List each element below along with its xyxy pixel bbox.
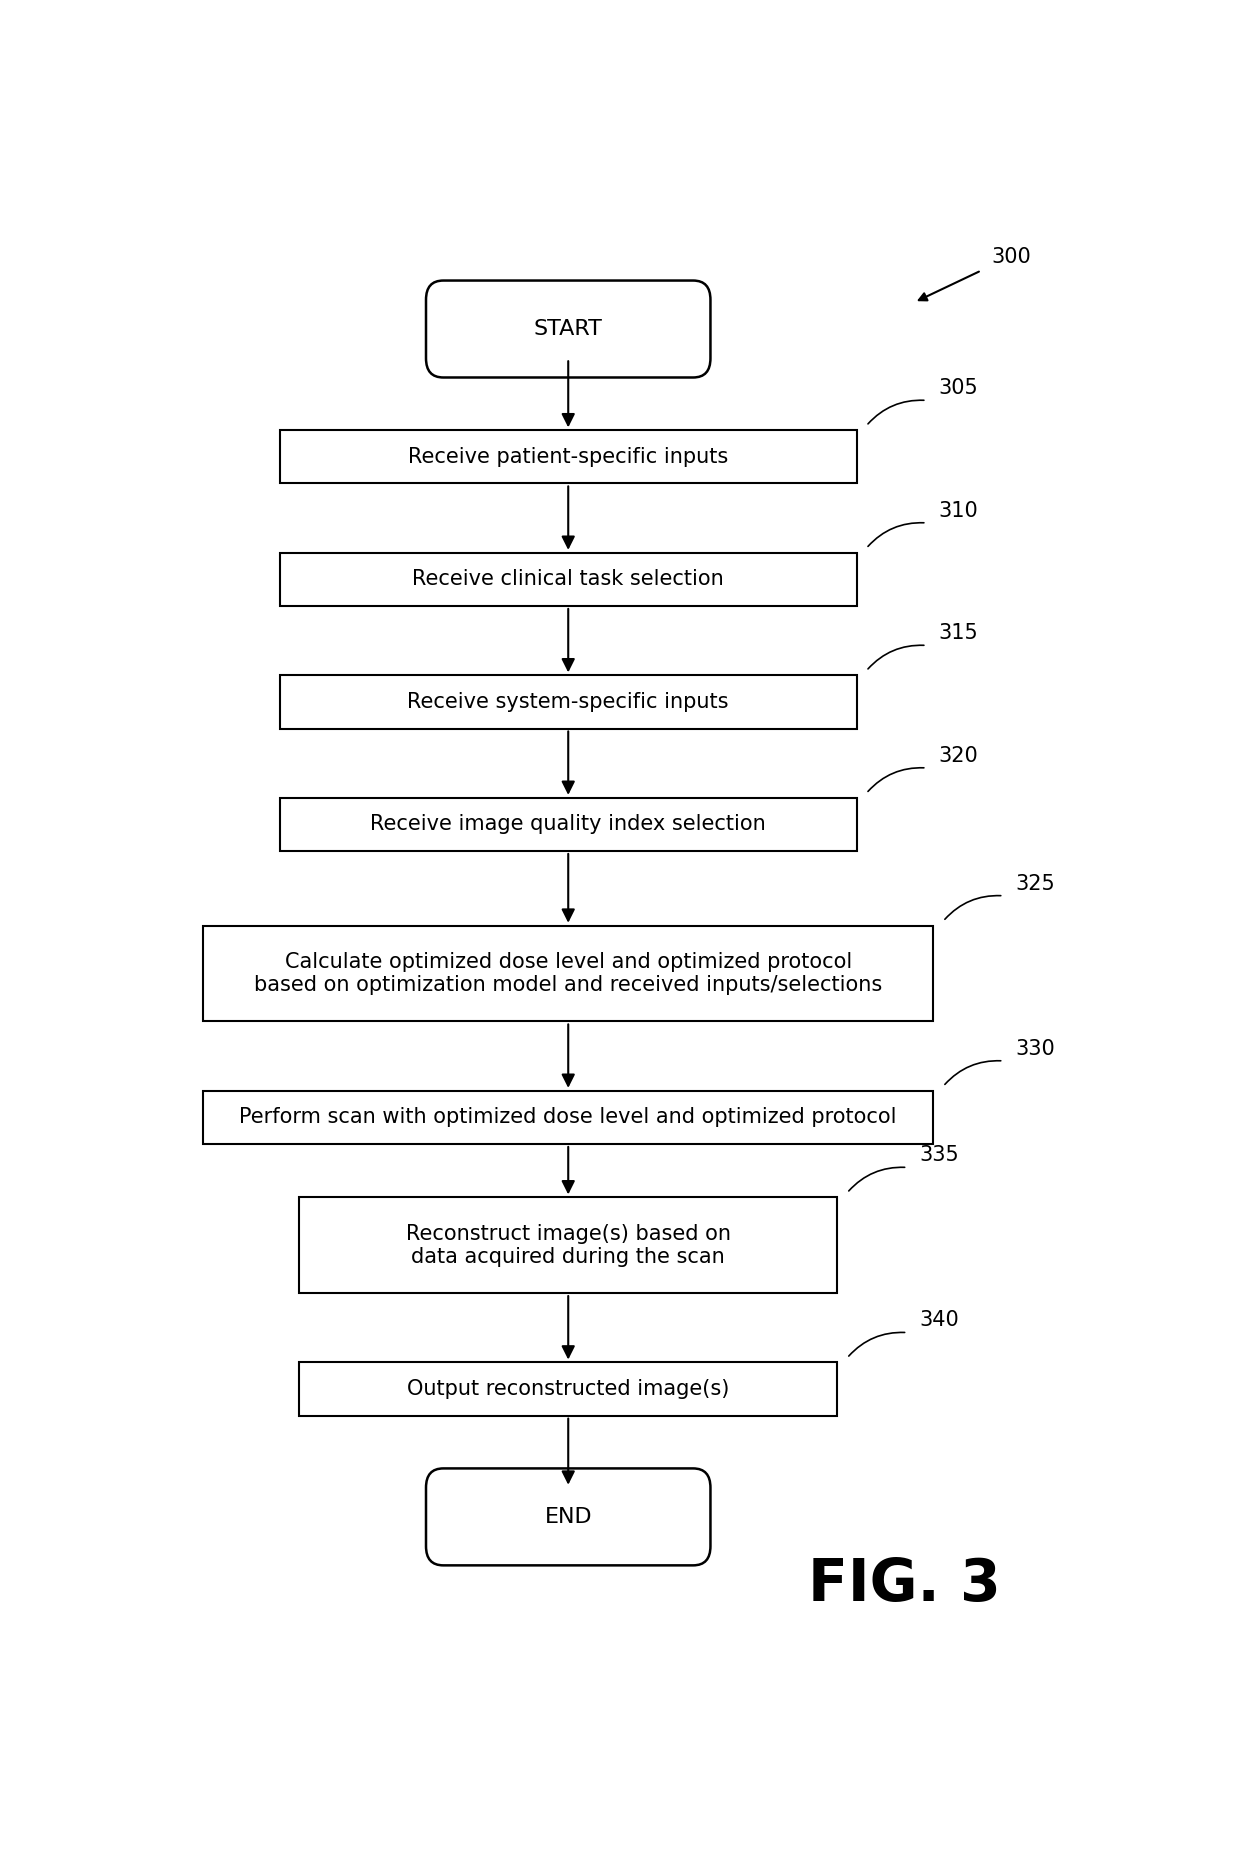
Text: Perform scan with optimized dose level and optimized protocol: Perform scan with optimized dose level a… [239, 1107, 897, 1127]
Text: 330: 330 [1016, 1038, 1055, 1059]
Text: 305: 305 [939, 378, 978, 399]
Bar [280, 430, 857, 484]
Text: Reconstruct image(s) based on
data acquired during the scan: Reconstruct image(s) based on data acqui… [405, 1224, 730, 1266]
Text: FIG. 3: FIG. 3 [808, 1556, 1001, 1613]
Text: 310: 310 [939, 501, 978, 521]
Bar [280, 675, 857, 729]
Text: Receive image quality index selection: Receive image quality index selection [371, 814, 766, 834]
Text: 340: 340 [919, 1311, 959, 1331]
Text: 300: 300 [991, 247, 1030, 267]
Text: Receive patient-specific inputs: Receive patient-specific inputs [408, 447, 728, 467]
Text: START: START [533, 319, 603, 339]
Bar [280, 552, 857, 606]
Text: Receive system-specific inputs: Receive system-specific inputs [408, 692, 729, 712]
Text: 320: 320 [939, 745, 978, 766]
Bar [203, 925, 934, 1022]
Text: 325: 325 [1016, 873, 1055, 894]
Text: END: END [544, 1507, 591, 1528]
Bar [299, 1363, 837, 1416]
Text: Receive clinical task selection: Receive clinical task selection [413, 569, 724, 590]
Bar [299, 1198, 837, 1294]
Text: Output reconstructed image(s): Output reconstructed image(s) [407, 1379, 729, 1400]
Bar [203, 1090, 934, 1144]
Bar [280, 797, 857, 851]
Text: Calculate optimized dose level and optimized protocol
based on optimization mode: Calculate optimized dose level and optim… [254, 951, 883, 996]
FancyBboxPatch shape [427, 1468, 711, 1565]
FancyBboxPatch shape [427, 280, 711, 378]
Text: 315: 315 [939, 623, 978, 643]
Text: 335: 335 [919, 1146, 959, 1166]
